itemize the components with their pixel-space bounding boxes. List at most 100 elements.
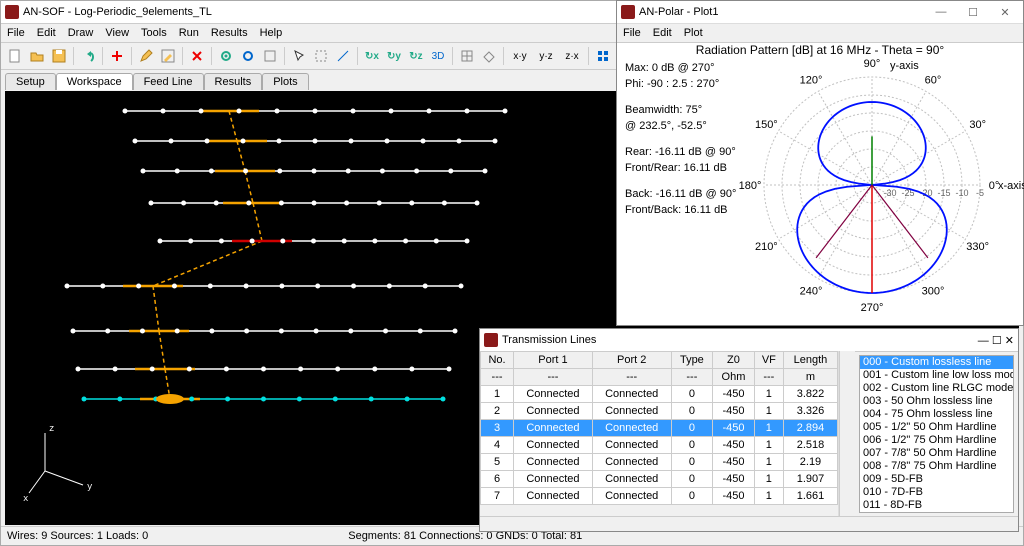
select-rect-icon[interactable] — [311, 46, 331, 66]
list-item[interactable]: 010 - 7D-FB — [860, 486, 1013, 499]
list-item[interactable]: 003 - 50 Ohm lossless line — [860, 395, 1013, 408]
menu-edit[interactable]: Edit — [653, 27, 672, 39]
tab-workspace[interactable]: Workspace — [56, 73, 133, 90]
stat-phi: Phi: -90 : 2.5 : 270° — [625, 77, 736, 91]
draw-icon[interactable] — [333, 46, 353, 66]
tl-close-icon[interactable]: ✕ — [1005, 335, 1014, 347]
menu-help[interactable]: Help — [260, 27, 283, 39]
rot3d-icon[interactable]: 3D — [428, 46, 448, 66]
new-icon[interactable] — [5, 46, 25, 66]
svg-text:z: z — [49, 424, 54, 434]
tab-feed-line[interactable]: Feed Line — [133, 73, 204, 90]
tl-col-Port 1[interactable]: Port 1 — [514, 352, 593, 369]
tl-col-Z0[interactable]: Z0 — [713, 352, 755, 369]
tl-minimize-icon[interactable]: — — [978, 335, 989, 347]
tl-col-No.[interactable]: No. — [481, 352, 514, 369]
menu-results[interactable]: Results — [211, 27, 248, 39]
polar-icon — [621, 5, 635, 19]
list-item[interactable]: 006 - 1/2" 75 Ohm Hardline — [860, 434, 1013, 447]
pointer-icon[interactable] — [289, 46, 309, 66]
close-icon[interactable]: ✕ — [991, 4, 1019, 20]
menu-view[interactable]: View — [105, 27, 129, 39]
menu-tools[interactable]: Tools — [141, 27, 167, 39]
tl-bottom-bar — [480, 516, 1018, 531]
svg-text:300°: 300° — [922, 286, 945, 298]
svg-text:y: y — [87, 482, 93, 492]
table-row[interactable]: 7ConnectedConnected0-45011.661 — [481, 488, 838, 505]
view-xy[interactable]: x·y — [508, 46, 532, 66]
grid2-icon[interactable] — [479, 46, 499, 66]
maximize-icon[interactable]: ☐ — [959, 4, 987, 20]
undo-icon[interactable] — [78, 46, 98, 66]
stat-fr: Front/Rear: 16.11 dB — [625, 161, 736, 175]
polar-menubar: File Edit Plot — [617, 24, 1023, 43]
table-row[interactable]: 3ConnectedConnected0-45012.894 — [481, 420, 838, 437]
stat-rear: Rear: -16.11 dB @ 90° — [625, 145, 736, 159]
svg-text:-10: -10 — [955, 188, 968, 198]
svg-text:120°: 120° — [800, 74, 823, 86]
menu-plot[interactable]: Plot — [684, 27, 703, 39]
pref-icon[interactable] — [260, 46, 280, 66]
svg-text:150°: 150° — [755, 119, 778, 131]
list-item[interactable]: 009 - 5D-FB — [860, 473, 1013, 486]
svg-text:x-axis: x-axis — [998, 180, 1024, 192]
tl-window: Transmission Lines — ☐ ✕ No.Port 1Port 2… — [479, 328, 1019, 532]
tl-col-Length[interactable]: Length — [783, 352, 837, 369]
table-row[interactable]: 1ConnectedConnected0-45013.822 — [481, 386, 838, 403]
svg-text:60°: 60° — [925, 74, 942, 86]
stat-back: Back: -16.11 dB @ 90° — [625, 187, 736, 201]
tl-maximize-icon[interactable]: ☐ — [992, 335, 1002, 347]
roty-icon[interactable]: ↻y — [384, 46, 404, 66]
gear2-icon[interactable] — [238, 46, 258, 66]
svg-text:-5: -5 — [976, 188, 984, 198]
svg-text:y-axis: y-axis — [890, 60, 919, 72]
gear-icon[interactable] — [216, 46, 236, 66]
svg-text:180°: 180° — [739, 180, 762, 192]
menu-edit[interactable]: Edit — [37, 27, 56, 39]
table-row[interactable]: 6ConnectedConnected0-45011.907 — [481, 471, 838, 488]
menu-file[interactable]: File — [623, 27, 641, 39]
edit-icon[interactable] — [158, 46, 178, 66]
save-icon[interactable] — [49, 46, 69, 66]
tl-vscroll[interactable] — [839, 351, 855, 517]
delete-icon[interactable] — [187, 46, 207, 66]
svg-text:30°: 30° — [969, 119, 986, 131]
polar-titlebar[interactable]: AN-Polar - Plot1 — ☐ ✕ — [617, 1, 1023, 24]
list-item[interactable]: 002 - Custom line RLGC model — [860, 382, 1013, 395]
minimize-icon[interactable]: — — [927, 4, 955, 20]
grid1-icon[interactable] — [457, 46, 477, 66]
open-icon[interactable] — [27, 46, 47, 66]
tl-table[interactable]: No.Port 1Port 2TypeZ0VFLength-----------… — [480, 351, 839, 517]
list-item[interactable]: 001 - Custom line low loss model — [860, 369, 1013, 382]
list-item[interactable]: 000 - Custom lossless line — [860, 356, 1013, 369]
list-item[interactable]: 007 - 7/8" 50 Ohm Hardline — [860, 447, 1013, 460]
table-row[interactable]: 2ConnectedConnected0-45013.326 — [481, 403, 838, 420]
tl-col-Type[interactable]: Type — [671, 352, 713, 369]
app-icon — [5, 5, 19, 19]
menu-file[interactable]: File — [7, 27, 25, 39]
list-item[interactable]: 004 - 75 Ohm lossless line — [860, 408, 1013, 421]
tab-results[interactable]: Results — [204, 73, 263, 90]
menu-run[interactable]: Run — [179, 27, 199, 39]
rotz-icon[interactable]: ↻z — [406, 46, 426, 66]
tl-type-list[interactable]: 000 - Custom lossless line001 - Custom l… — [859, 355, 1014, 513]
table-row[interactable]: 5ConnectedConnected0-45012.19 — [481, 454, 838, 471]
tl-col-Port 2[interactable]: Port 2 — [592, 352, 671, 369]
view-yz[interactable]: y·z — [534, 46, 558, 66]
menu-draw[interactable]: Draw — [68, 27, 94, 39]
list-item[interactable]: 005 - 1/2" 50 Ohm Hardline — [860, 421, 1013, 434]
list-item[interactable]: 011 - 8D-FB — [860, 499, 1013, 512]
tl-col-VF[interactable]: VF — [754, 352, 783, 369]
list-item[interactable]: 008 - 7/8" 75 Ohm Hardline — [860, 460, 1013, 473]
list-item[interactable]: 012 - 10D-FB — [860, 512, 1013, 513]
pencil-icon[interactable] — [136, 46, 156, 66]
table-row[interactable]: 4ConnectedConnected0-45012.518 — [481, 437, 838, 454]
tl-icon — [484, 333, 498, 347]
tab-setup[interactable]: Setup — [5, 73, 56, 90]
view-zx[interactable]: z·x — [560, 46, 584, 66]
tl-titlebar[interactable]: Transmission Lines — ☐ ✕ — [480, 329, 1018, 352]
tab-plots[interactable]: Plots — [262, 73, 308, 90]
rotx-icon[interactable]: ↻x — [362, 46, 382, 66]
grid3-icon[interactable] — [593, 46, 613, 66]
plus-icon[interactable] — [107, 46, 127, 66]
